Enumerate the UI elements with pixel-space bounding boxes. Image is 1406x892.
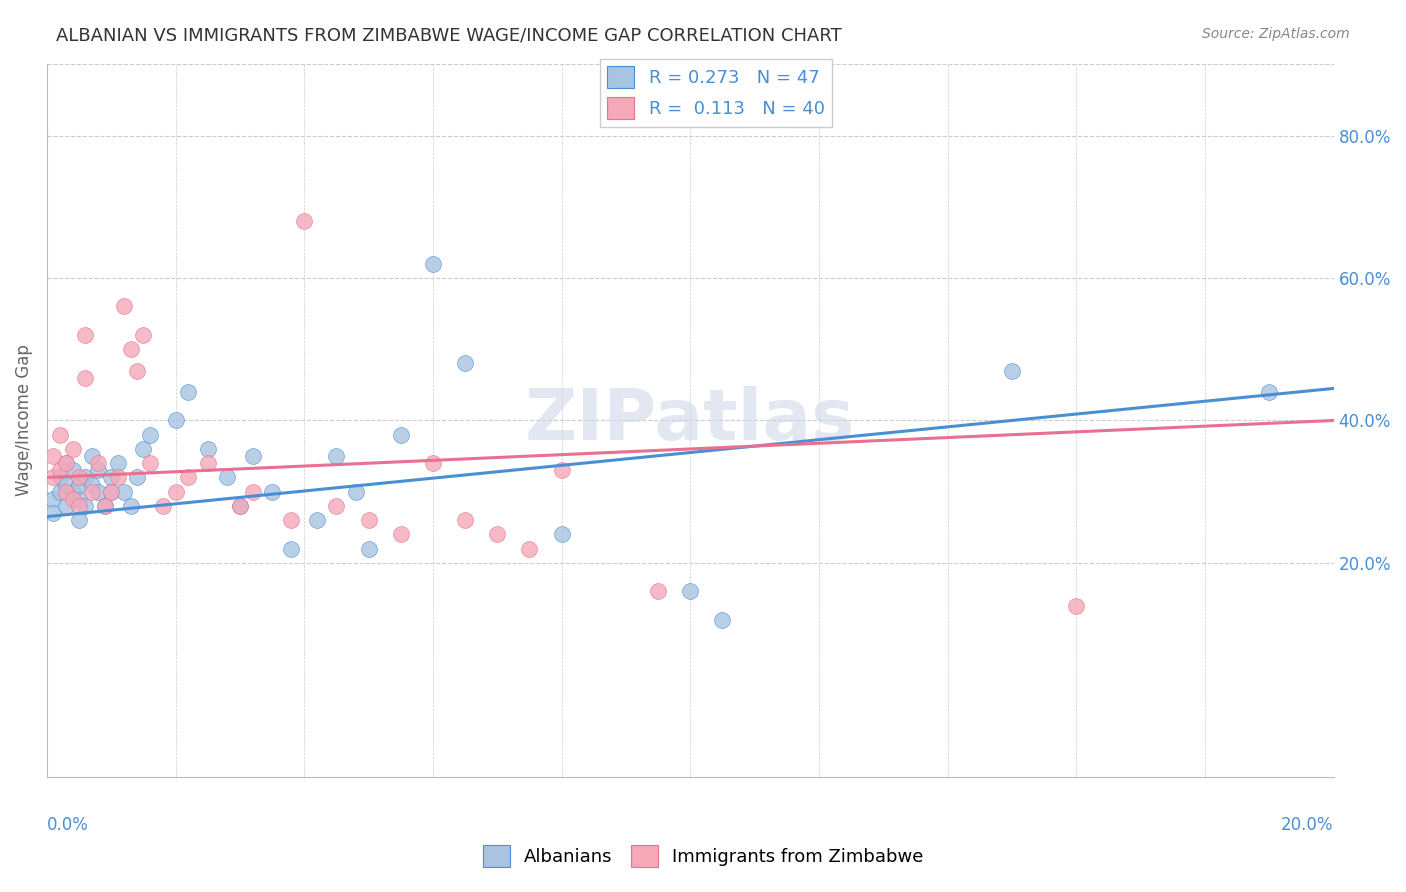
Point [94,499,117,513]
Point [679,584,702,599]
Point [67,491,90,506]
Point [422,456,444,470]
Point [262,484,284,499]
Point [67,470,90,484]
Point [94,499,117,513]
Point [112,484,135,499]
Point [100,484,122,499]
Point [389,527,412,541]
Point [100,484,122,499]
Point [344,484,367,499]
Text: Source: ZipAtlas.com: Source: ZipAtlas.com [1202,27,1350,41]
Point [42,470,65,484]
Point [357,541,380,556]
Point [125,363,148,377]
Point [1258,384,1281,399]
Point [357,513,380,527]
Point [42,449,65,463]
Point [55,456,77,470]
Point [242,484,264,499]
Point [139,427,162,442]
Point [87,456,110,470]
Text: 0.0%: 0.0% [46,816,89,834]
Point [80,484,103,499]
Point [49,427,72,442]
Point [87,463,110,477]
Point [75,470,97,484]
Point [647,584,669,599]
Point [67,477,90,491]
Point [55,477,77,491]
Point [422,257,444,271]
Point [215,470,238,484]
Point [132,328,155,343]
Point [49,484,72,499]
Point [197,456,219,470]
Point [75,370,97,384]
Point [80,449,103,463]
Point [67,499,90,513]
Point [454,356,477,370]
Point [62,463,84,477]
Point [550,527,572,541]
Point [177,470,200,484]
Point [307,513,329,527]
Point [229,499,252,513]
Point [112,300,135,314]
Point [62,442,84,456]
Point [197,442,219,456]
Text: ALBANIAN VS IMMIGRANTS FROM ZIMBABWE WAGE/INCOME GAP CORRELATION CHART: ALBANIAN VS IMMIGRANTS FROM ZIMBABWE WAG… [56,27,842,45]
Point [132,442,155,456]
Point [49,470,72,484]
Point [139,456,162,470]
Point [1001,363,1024,377]
Point [107,456,129,470]
Text: ZIPatlas: ZIPatlas [526,386,855,455]
Point [519,541,541,556]
Legend: R = 0.273   N = 47, R =  0.113   N = 40: R = 0.273 N = 47, R = 0.113 N = 40 [600,59,832,127]
Point [42,506,65,520]
Point [1064,599,1087,613]
Point [165,413,187,427]
Point [55,499,77,513]
Point [389,427,412,442]
Point [165,484,187,499]
Point [67,513,90,527]
Point [107,470,129,484]
Point [62,484,84,499]
Point [242,449,264,463]
Point [325,449,347,463]
Point [42,491,65,506]
Point [486,527,509,541]
Point [87,484,110,499]
Point [280,541,302,556]
Point [55,484,77,499]
Point [550,463,572,477]
Point [292,214,315,228]
Point [177,384,200,399]
Point [120,343,142,357]
Point [80,477,103,491]
Point [152,499,174,513]
Point [75,328,97,343]
Point [711,613,734,627]
Legend: Albanians, Immigrants from Zimbabwe: Albanians, Immigrants from Zimbabwe [475,838,931,874]
Point [280,513,302,527]
Point [62,491,84,506]
Point [55,456,77,470]
Point [125,470,148,484]
Text: 20.0%: 20.0% [1281,816,1334,834]
Point [100,470,122,484]
Point [454,513,477,527]
Point [325,499,347,513]
Point [49,463,72,477]
Point [120,499,142,513]
Point [75,499,97,513]
Point [229,499,252,513]
Y-axis label: Wage/Income Gap: Wage/Income Gap [15,344,32,497]
